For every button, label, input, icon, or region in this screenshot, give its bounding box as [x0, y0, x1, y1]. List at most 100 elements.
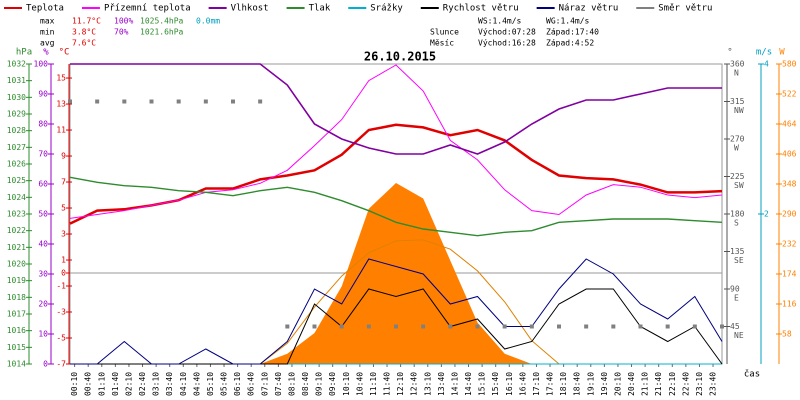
tick-label: 1024 [7, 193, 26, 202]
series-point [122, 99, 127, 104]
axis-unit: °C [59, 48, 70, 58]
x-tick-label: 13:10 [423, 372, 432, 396]
info-text: Měsíc [430, 39, 454, 48]
compass-label: NW [734, 106, 744, 115]
stat-text: 3.8°C [72, 28, 96, 37]
series-line [70, 63, 722, 155]
x-tick-label: 03:40 [165, 372, 174, 396]
tick-label: 90 [38, 90, 48, 99]
x-tick-label: 22:40 [681, 372, 690, 396]
tick-label: 1026 [7, 160, 26, 169]
x-tick-label: 00:40 [84, 372, 93, 396]
stat-text: 7.6°C [72, 39, 96, 48]
x-tick-label: 21:10 [641, 372, 650, 396]
series-line [69, 64, 723, 219]
series-line [69, 176, 723, 237]
tick-label: 174 [782, 270, 797, 279]
tick-label: 225 [730, 172, 745, 181]
legend-label: Náraz větru [559, 4, 619, 14]
x-tick-label: 19:10 [586, 372, 595, 396]
x-tick-label: 07:10 [260, 372, 269, 396]
x-tick-label: 08:10 [287, 372, 296, 396]
stat-text: 1021.6hPa [140, 28, 184, 37]
tick-label: 13 [56, 100, 66, 109]
tick-label: 1016 [7, 326, 26, 335]
stat-text: 0.0mm [196, 17, 220, 26]
stat-text: 1025.4hPa [140, 17, 184, 26]
x-tick-label: 04:40 [192, 372, 201, 396]
series-point [176, 99, 181, 104]
series-point [475, 324, 480, 329]
series-area [70, 183, 722, 364]
series-point [149, 99, 154, 104]
series-point [557, 324, 561, 329]
compass-label: NE [734, 331, 744, 340]
tick-label: 30 [38, 270, 48, 279]
tick-label: 10 [38, 330, 48, 339]
x-tick-label: 21:40 [654, 372, 663, 396]
x-tick-label: 13:40 [437, 372, 446, 396]
x-tick-label: 10:40 [355, 372, 364, 396]
tick-label: 5 [61, 204, 66, 213]
x-tick-label: 18:40 [573, 372, 582, 396]
compass-label: N [734, 69, 739, 78]
x-tick-label: 00:10 [70, 372, 79, 396]
info-text: Slunce [430, 28, 459, 37]
x-tick-label: 06:10 [233, 372, 242, 396]
x-tick-label: 11:40 [383, 372, 392, 396]
series-point [665, 324, 670, 329]
legend-label: Srážky [370, 4, 403, 14]
tick-label: 4 [764, 60, 769, 69]
series-point [529, 324, 534, 329]
x-tick-label: 04:10 [179, 372, 188, 396]
tick-label: 1019 [7, 276, 26, 285]
compass-label: SE [734, 256, 744, 265]
x-tick-label: 17:10 [532, 372, 541, 396]
stat-text: max [40, 17, 55, 26]
stat-text: 11.7°C [72, 17, 101, 26]
tick-label: 50 [38, 210, 48, 219]
tick-label: 180 [730, 210, 745, 219]
tick-label: 60 [38, 180, 48, 189]
legend-label: Rychlost větru [443, 4, 519, 14]
series-point [720, 324, 724, 329]
tick-label: 1023 [7, 210, 26, 219]
axis-unit: % [43, 48, 49, 58]
legend-label: Přízemní teplota [104, 4, 191, 14]
info-text: Západ:4:52 [546, 39, 594, 48]
tick-label: 522 [782, 90, 797, 99]
x-tick-label: 12:10 [396, 372, 405, 396]
x-tick-label: 06:40 [247, 372, 256, 396]
series-point [258, 99, 263, 104]
series-point [339, 324, 344, 329]
legend-label: Směr větru [658, 4, 712, 14]
tick-label: 290 [782, 210, 797, 219]
x-tick-label: 01:40 [111, 372, 120, 396]
series-line [70, 258, 723, 365]
x-tick-label: 05:10 [206, 372, 215, 396]
axis-unit: m/s [756, 48, 772, 58]
tick-label: 1031 [7, 76, 26, 85]
compass-label: W [734, 144, 739, 153]
tick-label: 70 [38, 150, 48, 159]
compass-label: E [734, 294, 739, 303]
tick-label: 7 [61, 178, 66, 187]
tick-label: 1028 [7, 126, 26, 135]
tick-label: -7 [56, 360, 66, 369]
tick-label: 232 [782, 240, 797, 249]
tick-label: 1029 [7, 110, 26, 119]
tick-label: 15 [56, 74, 66, 83]
tick-label: 464 [782, 120, 797, 129]
tick-label: 406 [782, 150, 797, 159]
stat-text: avg [40, 39, 55, 48]
x-tick-label: 09:40 [328, 372, 337, 396]
x-tick-label: 12:40 [410, 372, 419, 396]
tick-label: 40 [38, 240, 48, 249]
axis-unit: hPa [16, 48, 32, 58]
tick-label: 135 [730, 247, 745, 256]
tick-label: 80 [38, 120, 48, 129]
tick-label: 1032 [7, 60, 26, 69]
series-point [394, 324, 398, 329]
x-tick-label: 18:10 [559, 372, 568, 396]
